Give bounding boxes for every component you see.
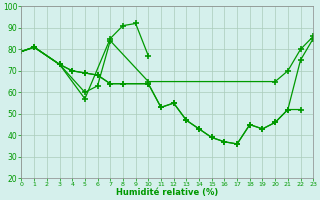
X-axis label: Humidité relative (%): Humidité relative (%) (116, 188, 219, 197)
